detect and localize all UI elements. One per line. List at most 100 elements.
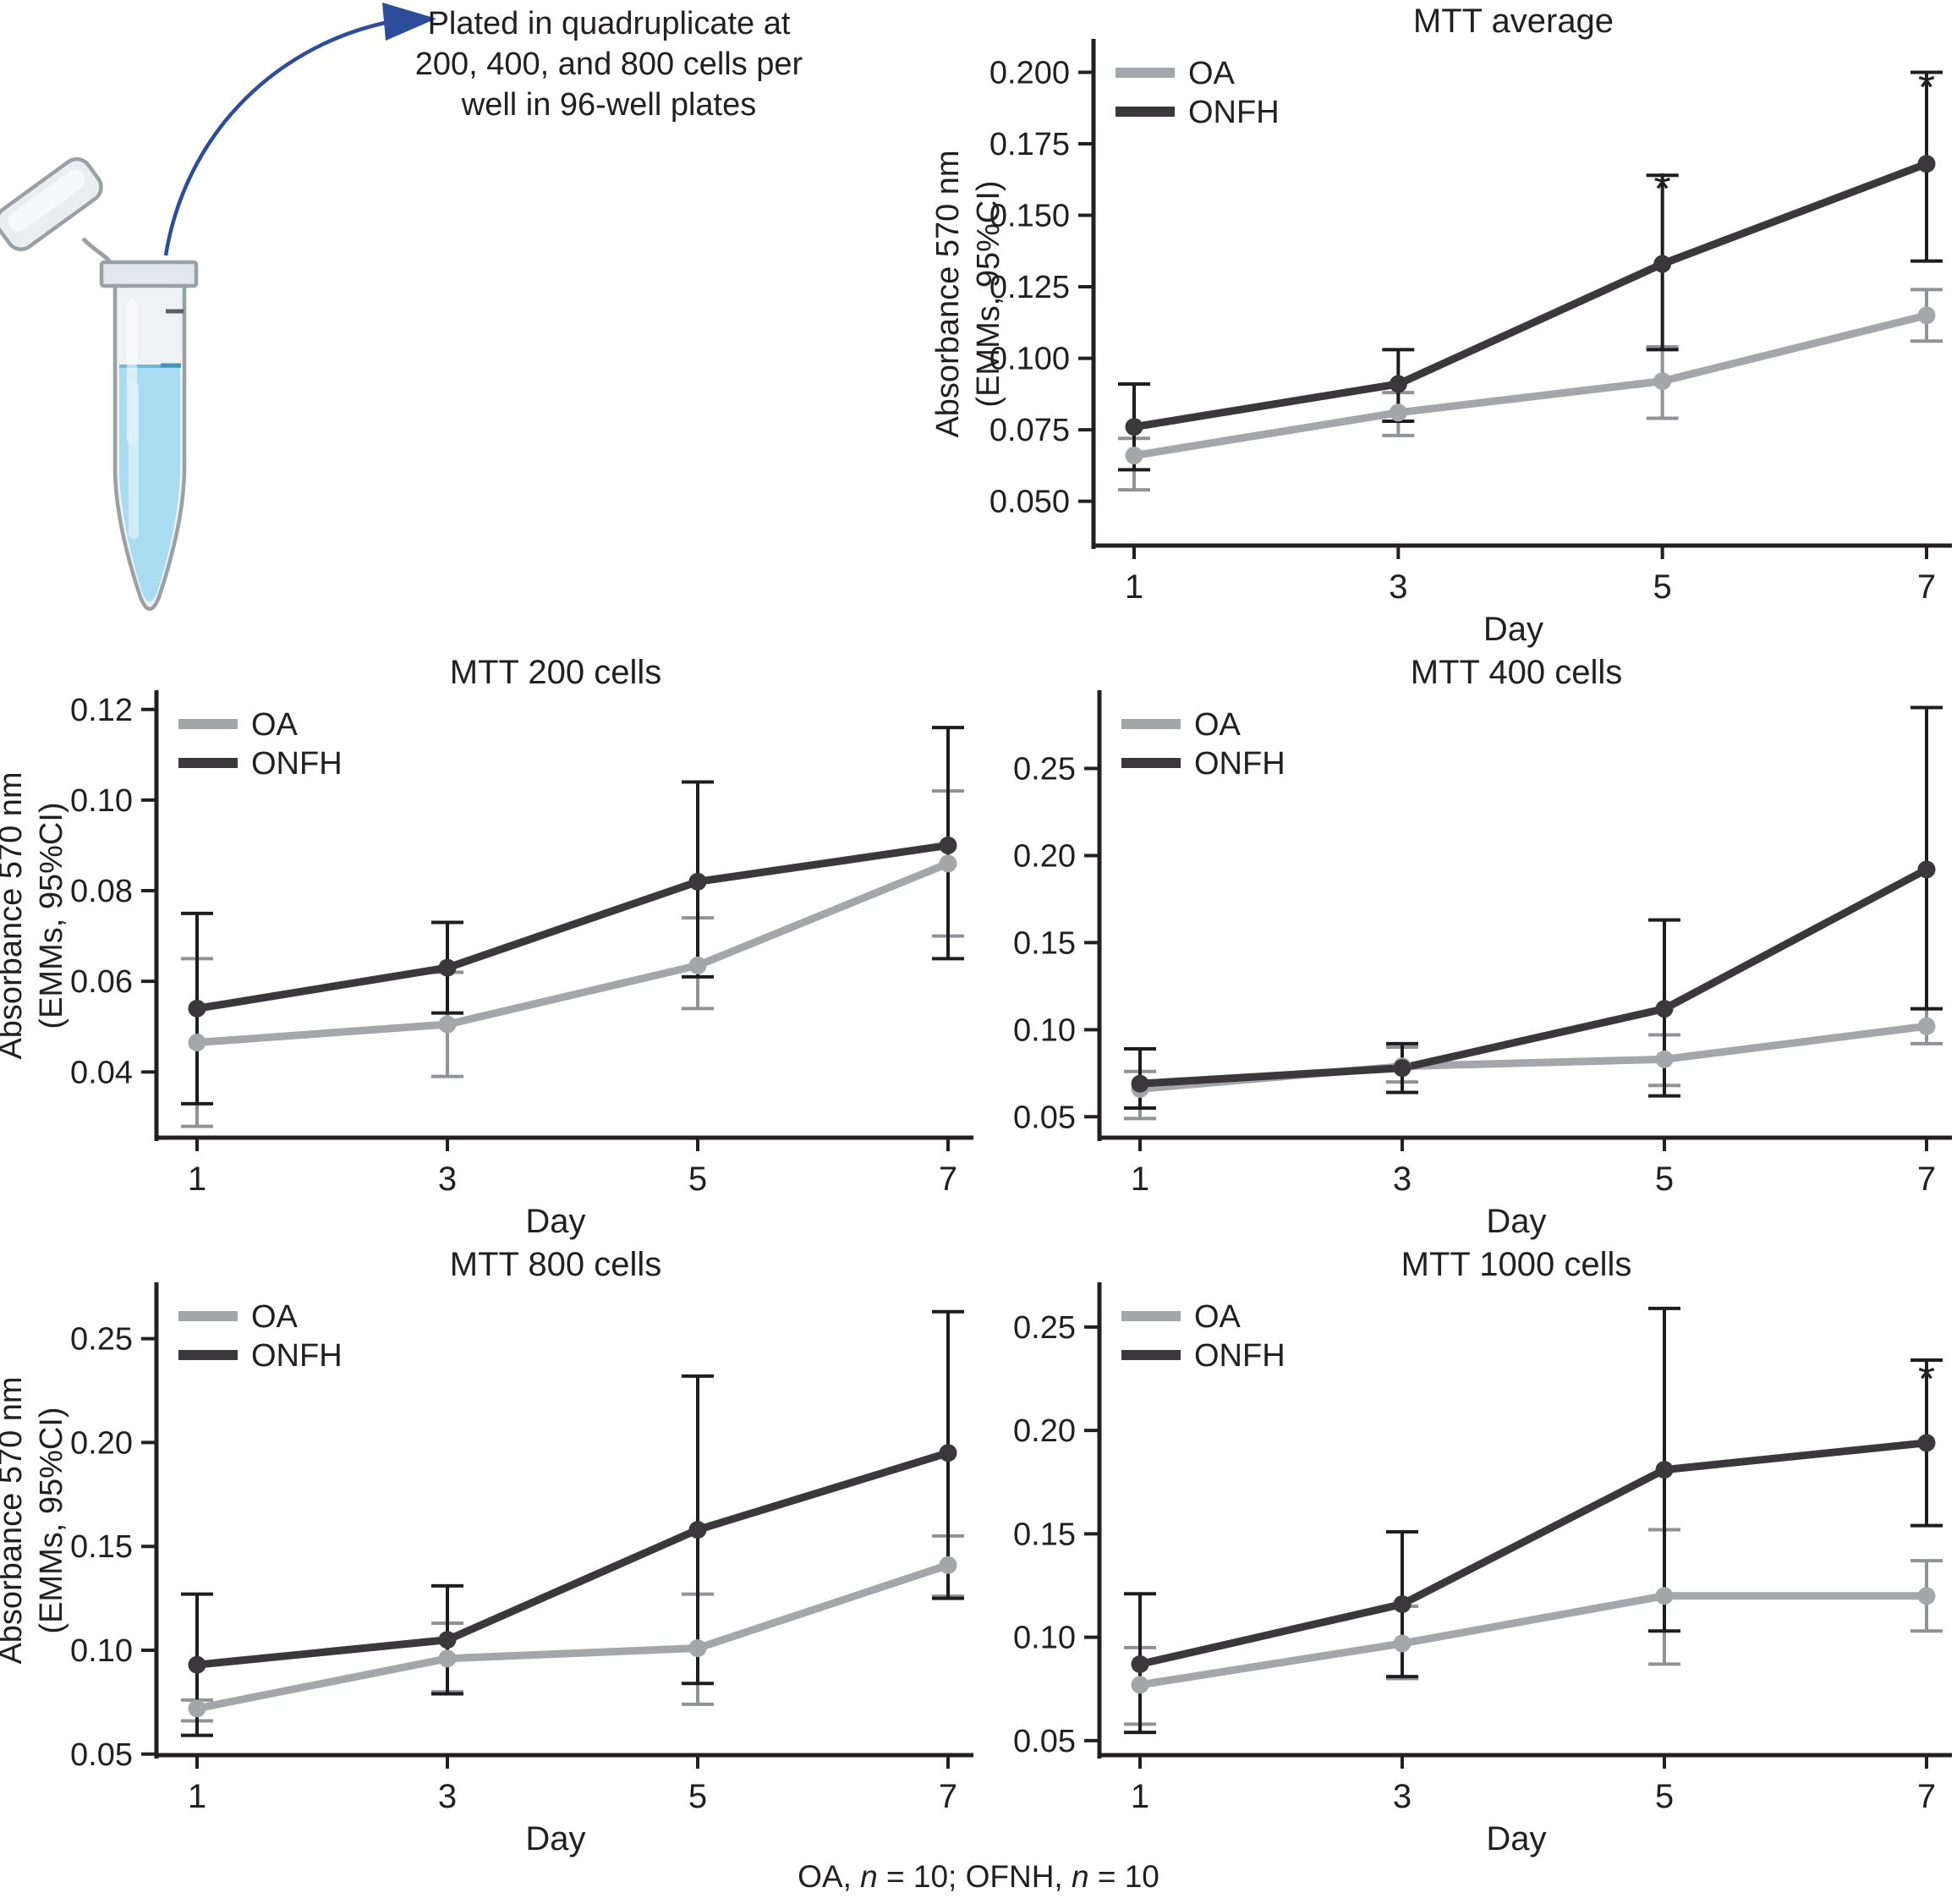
y-tick-label: 0.20 <box>1013 838 1076 874</box>
y-tick-label: 0.05 <box>1013 1100 1076 1135</box>
series-line-onfh <box>193 841 952 1012</box>
y-tick-label: 0.15 <box>1013 925 1076 961</box>
data-point-onfh-day5 <box>688 1521 707 1539</box>
x-tick-label: 3 <box>1393 1778 1412 1815</box>
x-tick-label: 5 <box>1655 1161 1674 1198</box>
x-tick-label: 3 <box>438 1161 457 1198</box>
y-tick-label: 0.06 <box>70 964 133 1000</box>
x-tick-label: 1 <box>1125 568 1143 606</box>
series-line-oa <box>193 1561 952 1713</box>
x-tick-label: 5 <box>1653 568 1672 606</box>
y-axis-label-line-1: Absorbance 570 nm <box>0 1376 29 1664</box>
chart-mtt-200-cells: MTT 200 cells 0.04 0.06 0.08 0.10 0.12 1 3 5 7 Day… <box>0 651 978 1243</box>
x-tick-label: 7 <box>939 1778 957 1815</box>
data-point-onfh-day1 <box>1131 1074 1149 1093</box>
x-tick-label: 1 <box>1131 1778 1149 1815</box>
data-point-onfh-day1 <box>188 1655 206 1674</box>
data-point-oa-day7 <box>1917 306 1936 325</box>
y-tick-label: 0.08 <box>70 874 133 909</box>
error-bars-onfh <box>1124 705 1943 1110</box>
x-axis-label: Day <box>525 1203 585 1240</box>
y-tick-label: 0.05 <box>70 1737 133 1773</box>
chart-title: MTT average <box>1413 3 1614 40</box>
annotation-line-2: 200, 400, and 800 cells per <box>414 47 803 82</box>
chart-mtt800-svg: MTT 800 cells 0.05 0.10 0.15 0.20 0.25 1 3 5 7 Day… <box>0 1246 973 1857</box>
caption-segment-0: OA, <box>798 1859 861 1894</box>
y-tick-label: 0.20 <box>70 1425 133 1461</box>
chart-mtt400-svg: MTT 400 cells 0.05 0.10 0.15 0.20 0.25 1 3 5 7 Day… <box>1013 654 1952 1240</box>
series-line-oa <box>1136 1592 1931 1689</box>
x-tick-label: 3 <box>1393 1161 1412 1198</box>
data-point-onfh-day3 <box>438 1631 457 1649</box>
series-line-oa <box>1130 311 1931 460</box>
chart-mtt-800-cells: MTT 800 cells 0.05 0.10 0.15 0.20 0.25 1 3 5 7 Day… <box>0 1243 978 1861</box>
legend-label-oa: OA <box>251 1299 299 1335</box>
series-line-onfh <box>1130 160 1931 431</box>
x-tick-label: 5 <box>688 1161 707 1198</box>
x-tick-label: 5 <box>688 1778 707 1815</box>
y-tick-label: 0.25 <box>1013 1310 1076 1346</box>
data-point-onfh-day1 <box>1125 418 1143 436</box>
y-tick-label: 0.200 <box>989 55 1070 91</box>
x-tick-label: 3 <box>438 1778 457 1815</box>
chart-mtt-400-cells: MTT 400 cells 0.05 0.10 0.15 0.20 0.25 1 3 5 7 Day… <box>978 651 1957 1243</box>
legend-label-oa: OA <box>251 707 299 743</box>
x-axis-label: Day <box>1486 1820 1546 1857</box>
data-point-onfh-day3 <box>1393 1059 1412 1078</box>
legend-label-oa: OA <box>1194 1299 1242 1335</box>
error-bars-oa <box>1118 288 1943 492</box>
y-tick-label: 0.25 <box>1013 752 1076 787</box>
y-axis-label-line-2: (EMMs, 95%CI) <box>34 802 69 1029</box>
y-tick-label: 0.100 <box>989 342 1070 377</box>
significance-asterisk: * <box>1918 1355 1935 1404</box>
data-point-oa-day3 <box>438 1015 457 1034</box>
caption-segment-1: n <box>860 1859 878 1894</box>
x-tick-label: 7 <box>1917 1161 1936 1198</box>
chart-title: MTT 400 cells <box>1411 654 1622 691</box>
y-tick-label: 0.04 <box>70 1055 133 1090</box>
data-point-onfh-day3 <box>1393 1595 1412 1614</box>
series-line-oa <box>193 859 952 1046</box>
y-tick-label: 0.15 <box>1013 1517 1076 1552</box>
data-point-oa-day3 <box>438 1649 457 1668</box>
legend-label-onfh: ONFH <box>251 746 343 782</box>
chart-title: MTT 1000 cells <box>1401 1246 1632 1283</box>
tube-lid <box>0 156 103 251</box>
data-point-onfh-day7 <box>1917 155 1936 173</box>
data-point-oa-day7 <box>939 1556 957 1574</box>
liquid-highlight <box>129 382 139 539</box>
y-axis-label-line-2: (EMMs, 95%CI) <box>34 1407 69 1633</box>
error-bars-oa <box>181 1534 964 1723</box>
legend-label-onfh: ONFH <box>1188 95 1280 130</box>
data-point-onfh-day5 <box>688 872 707 891</box>
curved-arrow <box>163 20 386 256</box>
y-axis-label-line-1: Absorbance 570 nm <box>930 150 966 437</box>
data-point-oa-day5 <box>688 956 707 974</box>
error-bars-oa <box>181 789 964 1128</box>
x-axis-label: Day <box>525 1820 585 1857</box>
caption-segment-4: = 10 <box>1088 1859 1159 1894</box>
data-point-onfh-day5 <box>1655 1000 1674 1018</box>
series-line-onfh <box>1136 865 1931 1088</box>
data-point-onfh-day5 <box>1655 1461 1674 1479</box>
data-point-oa-day5 <box>1653 372 1672 391</box>
x-axis-label: Day <box>1483 611 1543 648</box>
significance-asterisk: * <box>1918 63 1935 112</box>
annotation-line-1: Plated in quadruplicate at <box>427 6 791 41</box>
tube-illustration-panel: Plated in quadruplicate at 200, 400, and… <box>0 0 930 651</box>
error-bars-onfh <box>181 726 964 1106</box>
chart-title: MTT 200 cells <box>450 654 661 691</box>
annotation-line-3: well in 96-well plates <box>461 87 757 123</box>
y-tick-label: 0.10 <box>1013 1621 1076 1656</box>
chart-mtt-1000-cells: MTT 1000 cells 0.05 0.10 0.15 0.20 0.25 1 3 5 7 Da… <box>978 1243 1957 1861</box>
chart-mtt200-svg: MTT 200 cells 0.04 0.06 0.08 0.10 0.12 1 3 5 7 Day… <box>0 654 973 1240</box>
data-point-oa-day3 <box>1393 1634 1412 1653</box>
x-tick-label: 3 <box>1389 568 1407 606</box>
x-tick-label: 5 <box>1655 1778 1674 1815</box>
data-point-oa-day1 <box>1131 1676 1149 1694</box>
x-tick-label: 7 <box>1917 1778 1936 1815</box>
caption-segment-3: n <box>1071 1859 1089 1894</box>
y-tick-label: 0.15 <box>70 1529 133 1565</box>
data-point-onfh-day7 <box>1917 1434 1936 1452</box>
caption-segment-2: = 10; OFNH, <box>877 1859 1072 1894</box>
